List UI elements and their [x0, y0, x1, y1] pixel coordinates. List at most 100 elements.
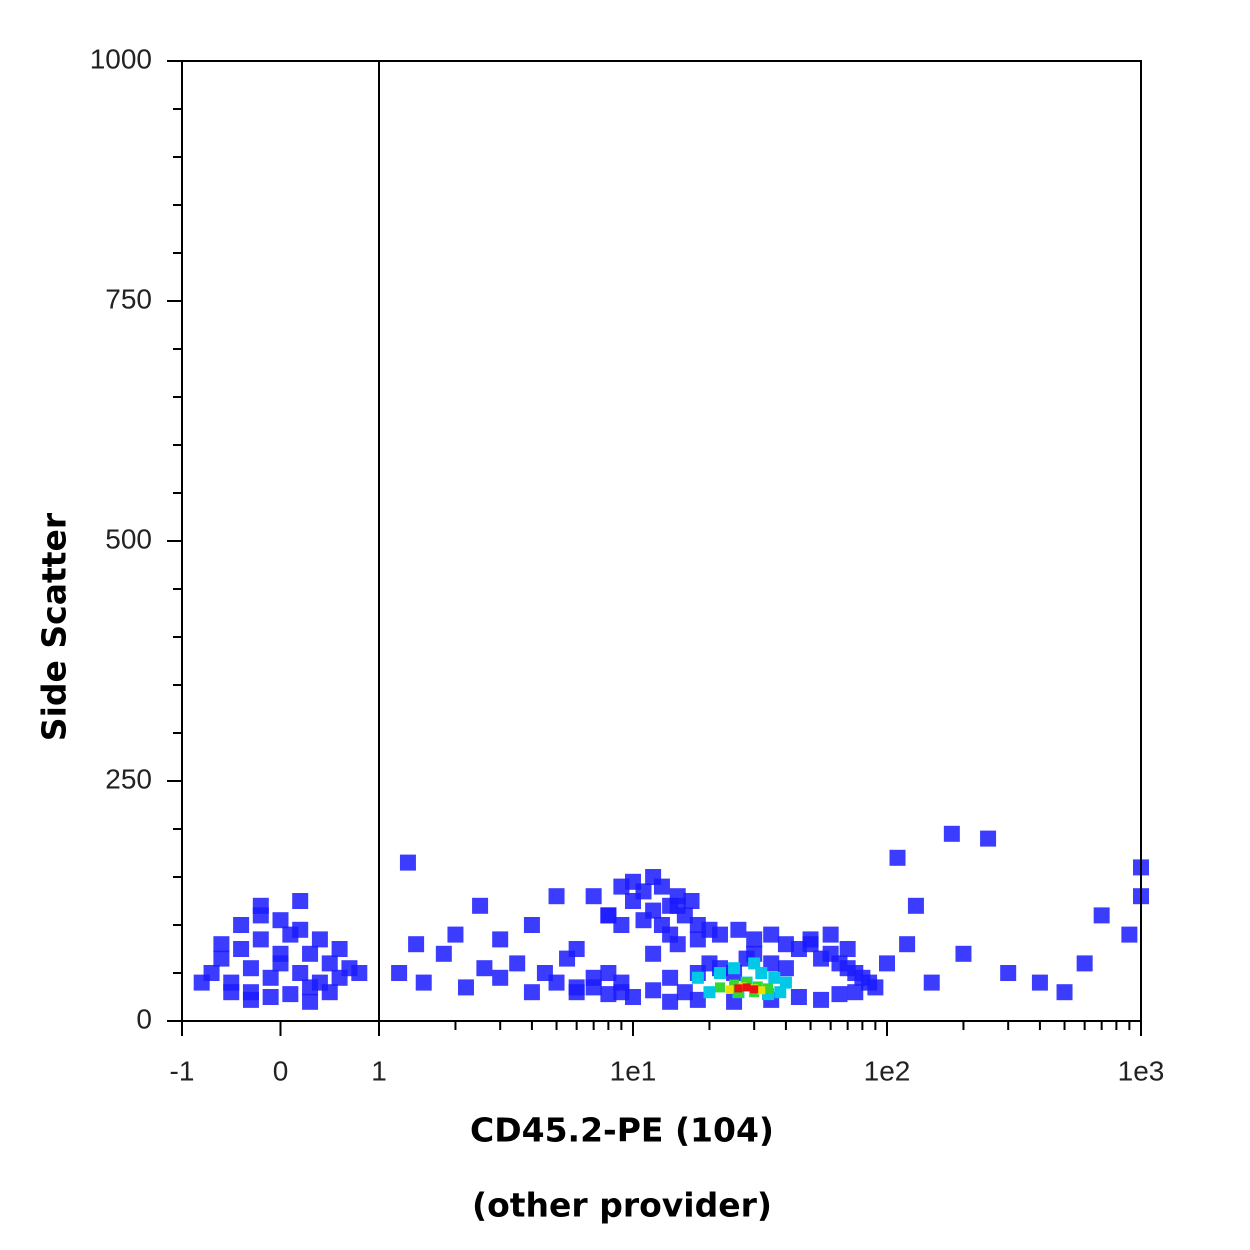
point [613, 974, 630, 991]
point [802, 931, 819, 948]
point [321, 955, 338, 972]
point [548, 974, 565, 991]
point [734, 984, 743, 993]
point [768, 971, 781, 984]
point [714, 982, 725, 993]
point [242, 991, 259, 1008]
x-tick-label: 1e2 [864, 1055, 911, 1086]
point [600, 907, 617, 924]
point [625, 873, 641, 890]
point [711, 926, 728, 943]
x-tick-label: -1 [170, 1055, 195, 1086]
y-axis-title: Side Scatter [35, 512, 74, 741]
point [1056, 984, 1073, 1001]
point [252, 897, 269, 914]
point [600, 965, 617, 981]
point [457, 979, 474, 996]
point [662, 969, 679, 986]
point [662, 993, 679, 1010]
point [233, 941, 250, 957]
point [1000, 965, 1017, 981]
point [847, 984, 864, 1001]
point [742, 983, 751, 992]
point [351, 965, 368, 981]
point [292, 921, 309, 938]
point [763, 926, 780, 943]
point [691, 971, 704, 984]
point [899, 936, 916, 953]
point [213, 936, 230, 953]
point [676, 984, 693, 1001]
point [713, 967, 726, 979]
point [822, 926, 839, 943]
point [1121, 926, 1138, 943]
y-tick-label: 250 [105, 763, 152, 794]
point [746, 931, 763, 948]
point [585, 888, 602, 905]
point [435, 945, 452, 962]
point [292, 893, 309, 909]
y-tick-label: 500 [105, 523, 152, 554]
point [790, 989, 807, 1005]
point [777, 936, 794, 953]
point [955, 945, 972, 962]
point [399, 854, 416, 871]
point [867, 979, 884, 996]
point [415, 974, 432, 991]
point [585, 979, 602, 996]
point [509, 955, 526, 972]
point [262, 989, 279, 1005]
point [472, 897, 489, 914]
x-tick-label: 1e1 [610, 1055, 657, 1086]
y-tick-label: 750 [105, 283, 152, 314]
point [292, 965, 309, 981]
point [725, 985, 734, 994]
y-tick-label: 0 [136, 1003, 152, 1034]
point [193, 974, 210, 991]
point [879, 955, 895, 972]
point [730, 921, 747, 938]
point [1031, 974, 1048, 991]
point [391, 965, 408, 981]
point [728, 962, 741, 975]
point [262, 969, 279, 986]
point [923, 974, 940, 991]
point [839, 941, 856, 957]
point [741, 977, 752, 988]
x-axis-title: CD45.2-PE (104) [470, 1111, 774, 1150]
point [302, 945, 319, 962]
point [669, 936, 686, 953]
point [600, 986, 617, 1003]
point [635, 912, 652, 929]
point [447, 926, 464, 943]
point [548, 888, 565, 905]
point [748, 957, 761, 970]
point [523, 984, 540, 1001]
point [568, 941, 585, 957]
point [1076, 955, 1093, 972]
point [813, 991, 830, 1008]
point [613, 917, 630, 933]
point [252, 931, 269, 948]
point [321, 984, 338, 1001]
point [683, 893, 700, 909]
point [282, 986, 299, 1003]
plot-points [193, 825, 1149, 1010]
point [242, 960, 259, 977]
point [729, 979, 740, 990]
point [492, 931, 509, 948]
point [213, 950, 230, 967]
point [645, 982, 662, 999]
point [757, 986, 766, 995]
point [943, 825, 960, 842]
point [703, 986, 716, 999]
point [302, 993, 319, 1010]
point [750, 985, 759, 994]
y-tick-label: 1000 [90, 43, 152, 74]
point [331, 941, 348, 957]
point [669, 897, 686, 914]
point [223, 984, 240, 1001]
point [907, 897, 924, 914]
